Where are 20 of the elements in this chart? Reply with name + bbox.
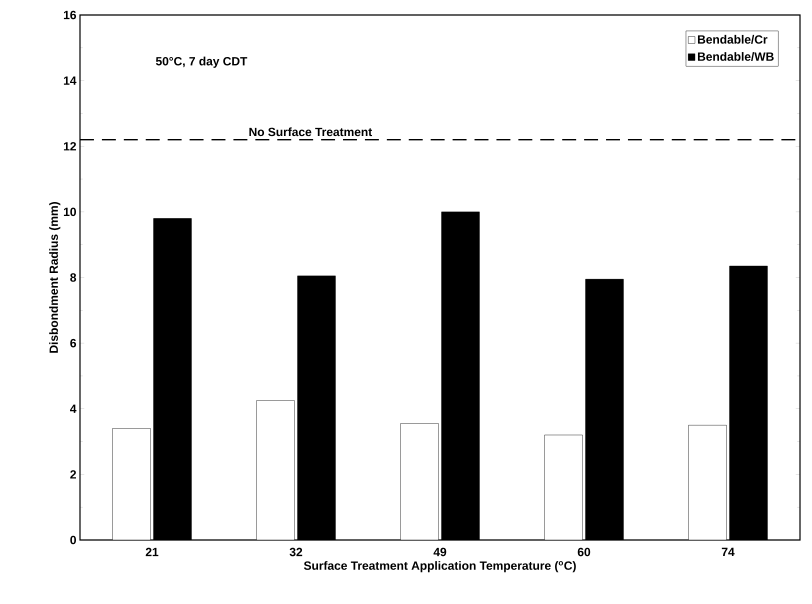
x-tick-label: 32 [290,548,302,556]
y-tick-label: 4 [70,404,76,413]
annotation: 50°C, 7 day CDT [156,56,248,68]
legend-label: Bendable/WB [698,52,774,61]
y-tick-label: 6 [70,338,76,348]
y-tick-label: 10 [64,208,76,216]
y-tick-label: 2 [70,470,76,479]
y-tick-label: 14 [64,76,76,85]
x-tick-label: 74 [722,548,735,556]
x-tick-label: 21 [146,548,158,556]
y-tick-label: 12 [64,142,76,150]
y-tick-label: 0 [70,536,76,544]
y-tick-label: 8 [70,273,76,282]
x-tick-label: 49 [434,548,446,556]
x-axis-title: Surface Treatment Application Temperature ($^{o}$C) [304,561,576,572]
y-tick-label: 16 [64,10,76,20]
legend-label: Bendable/Cr [698,34,768,44]
ref-line-label: No Surface Treatment [249,127,372,136]
x-tick-label: 60 [578,548,590,556]
y-axis-title: Disbondment Radius (mm) [49,202,60,353]
